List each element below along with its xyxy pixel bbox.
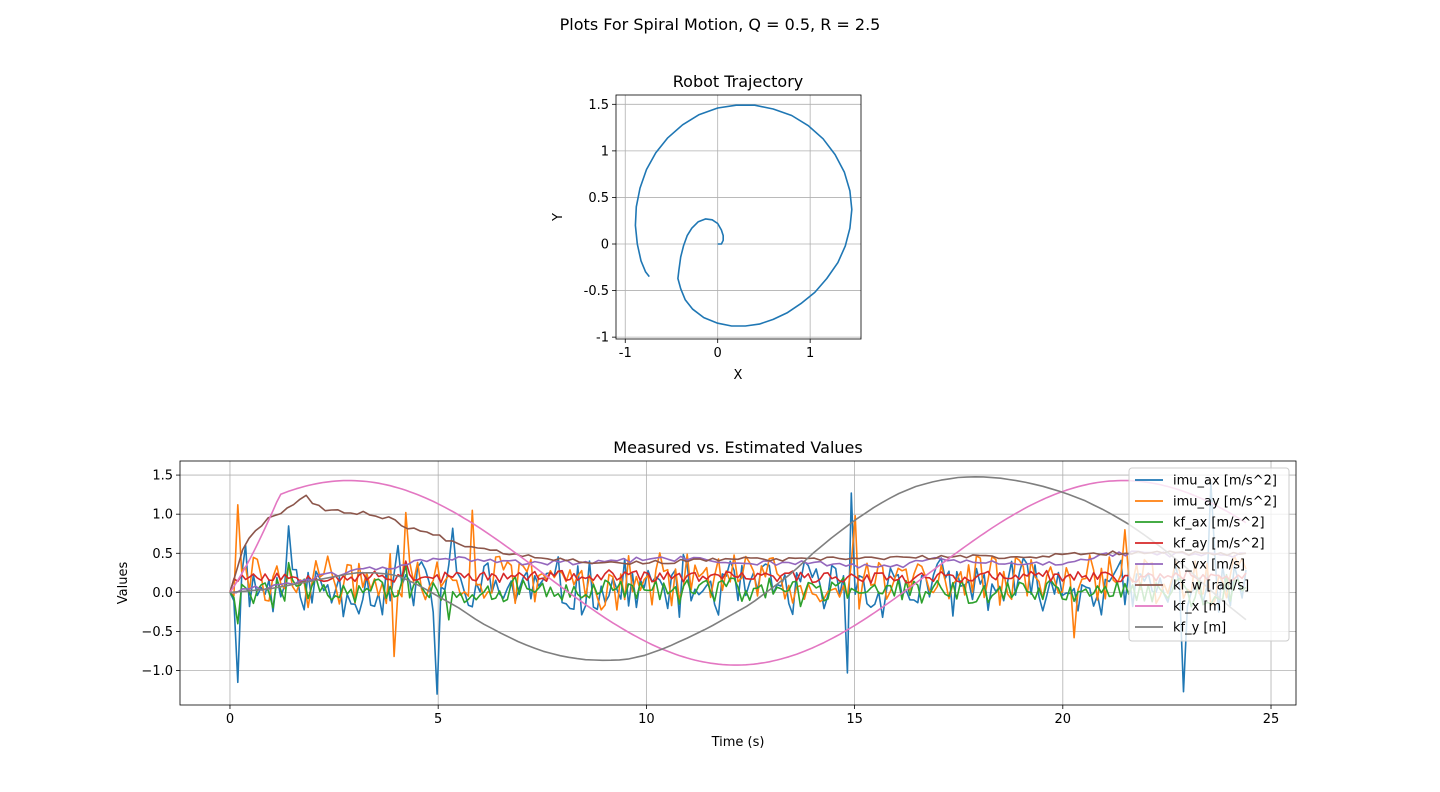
measured-ylabel: Values (116, 562, 131, 605)
measured-ytick-label: −1.0 (141, 664, 173, 679)
measured-xtick-label: 15 (846, 712, 863, 727)
figure-suptitle: Plots For Spiral Motion, Q = 0.5, R = 2.… (560, 15, 881, 34)
trajectory-ytick-label: 0 (601, 238, 609, 253)
trajectory-xlabel: X (734, 368, 743, 383)
series-line-kf_x (229, 479, 1247, 666)
trajectory-frame (615, 94, 862, 340)
trajectory-title: Robot Trajectory (673, 72, 804, 91)
legend-box (1128, 467, 1290, 642)
measured-ytick-label: −0.5 (141, 625, 173, 640)
measured-ytick-label: 1.5 (152, 469, 173, 484)
measured-frame (179, 460, 1297, 706)
series-line-imu_ay (229, 504, 1247, 658)
measured-xtick-label: 5 (434, 712, 442, 727)
legend-label: imu_ay [m/s^2] (1173, 495, 1277, 510)
trajectory-xtick-label: 1 (806, 346, 814, 361)
trajectory-ytick-label: 0.5 (588, 191, 609, 206)
measured-legend: imu_ax [m/s^2] imu_ay [m/s^2] kf_ax [m/s^2… (1128, 467, 1290, 642)
legend-label: kf_y [m] (1173, 621, 1226, 636)
legend-label: kf_vx [m/s] (1173, 558, 1245, 573)
trajectory-ytick-label: -1 (596, 331, 609, 346)
measured-xtick-label: 20 (1055, 712, 1072, 727)
measured-xtick-label: 25 (1263, 712, 1280, 727)
series-line-kf_vx (229, 550, 1247, 594)
trajectory-line (634, 104, 853, 327)
trajectory-axes: Robot Trajectory X Y -1 0 1 -1 -0.5 0 0.5 1 1.5 (551, 72, 862, 383)
trajectory-ytick-label: 1.5 (588, 98, 609, 113)
legend-label: kf_ay [m/s^2] (1173, 537, 1265, 552)
legend-label: imu_ax [m/s^2] (1173, 474, 1277, 489)
trajectory-xtick-label: -1 (619, 346, 632, 361)
series-line-kf_y (229, 476, 1247, 662)
trajectory-ytick-label: 1 (601, 144, 609, 159)
series-line-kf_w (229, 494, 1247, 593)
legend-label: kf_x [m] (1173, 600, 1226, 615)
trajectory-ylabel: Y (551, 213, 566, 222)
measured-title: Measured vs. Estimated Values (613, 438, 862, 457)
series-line-kf_ay (229, 560, 1247, 593)
series-line-kf_ax (229, 561, 1247, 625)
measured-xtick-label: 10 (638, 712, 655, 727)
measured-ytick-label: 1.0 (152, 508, 173, 523)
trajectory-xtick-label: 0 (714, 346, 722, 361)
measured-axes: Measured vs. Estimated Values Time (s) V… (116, 438, 1297, 750)
measured-ytick-label: 0.0 (152, 586, 173, 601)
measured-xlabel: Time (s) (711, 735, 765, 750)
legend-label: kf_w [rad/s] (1173, 579, 1249, 594)
measured-xtick-label: 0 (226, 712, 234, 727)
measured-ytick-label: 0.5 (152, 547, 173, 562)
trajectory-ytick-label: -0.5 (584, 284, 609, 299)
legend-label: kf_ax [m/s^2] (1173, 516, 1265, 531)
